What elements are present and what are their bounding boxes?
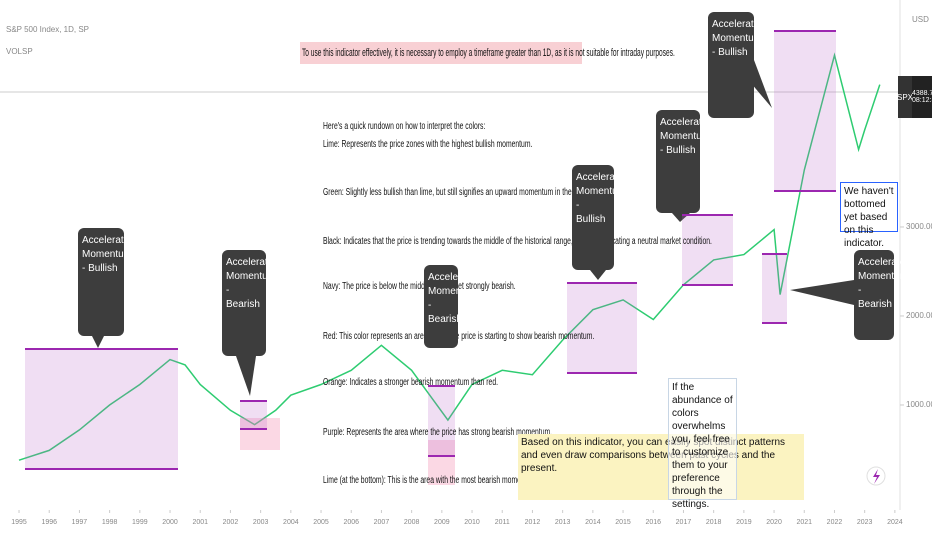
x-tick-label: 2021	[796, 519, 812, 526]
callout: Accelerated Momentum - Bearish	[424, 265, 458, 348]
x-tick-label: 2005	[313, 519, 329, 526]
pointer	[92, 336, 104, 348]
zone	[682, 214, 733, 286]
y-tick-label: 1000.00	[906, 400, 932, 409]
x-tick-label: 2007	[374, 519, 390, 526]
zone	[25, 348, 178, 470]
rundown-line: Lime: Represents the price zones with th…	[323, 139, 533, 150]
x-tick-label: 2010	[464, 519, 480, 526]
x-tick-label: 1997	[72, 519, 88, 526]
zone	[240, 400, 267, 430]
x-tick-label: 2012	[525, 519, 541, 526]
rundown-line: Purple: Represents the area where the pr…	[323, 427, 553, 438]
x-tick-label: 2013	[555, 519, 571, 526]
x-tick-label: 2017	[676, 519, 692, 526]
zone	[428, 385, 455, 457]
x-tick-label: 2024	[887, 519, 903, 526]
symbol: S&P 500 Index, 1D, SP	[6, 25, 89, 34]
x-tick-label: 2008	[404, 519, 420, 526]
callout: Accelerated Momentum - Bullish	[656, 110, 713, 213]
x-tick-label: 2006	[343, 519, 359, 526]
x-tick-label: 2009	[434, 519, 450, 526]
price-tag: SPX 4388.72 08:12:30	[897, 76, 932, 118]
x-tick-label: 2020	[766, 519, 782, 526]
x-tick-label: 2014	[585, 519, 601, 526]
colors-note: If the abundance of colors overwhelms yo…	[668, 378, 737, 510]
rundown-line: Here's a quick rundown on how to interpr…	[323, 121, 486, 132]
zone	[567, 282, 637, 374]
x-tick-label: 1999	[132, 519, 148, 526]
patterns-note: Based on this indicator, you can easily …	[518, 434, 804, 500]
rundown-line: Orange: Indicates a stronger bearish mom…	[323, 377, 499, 388]
x-tick-label: 2022	[827, 519, 843, 526]
x-tick-label: 2011	[495, 519, 510, 526]
rundown-line: Navy: The price is below the middle but …	[323, 281, 516, 292]
pointer	[790, 280, 854, 305]
bottom-note: We haven't bottomed yet based on this in…	[840, 182, 898, 249]
x-tick-label: 2001	[192, 519, 208, 526]
lightning-glyph	[873, 469, 880, 484]
zone-highlight	[240, 418, 280, 450]
indicator: VOLSP	[6, 47, 33, 56]
x-tick-label: 2019	[736, 519, 752, 526]
rundown-line: Black: Indicates that the price is trend…	[323, 236, 712, 247]
rundown-line: Red: This color represents an area where…	[323, 331, 595, 342]
zone	[762, 253, 787, 324]
x-tick-label: 2004	[283, 519, 299, 526]
x-tick-label: 1998	[102, 519, 118, 526]
x-tick-label: 2015	[615, 519, 631, 526]
callout: Accelerated Momentum - Bearish	[854, 250, 911, 340]
pointer	[590, 270, 606, 280]
price: 4388.72	[912, 90, 932, 97]
price-symbol: SPX	[897, 76, 913, 118]
callout: Accelerated Momentum - Bullish	[78, 228, 135, 336]
x-tick-label: 1996	[41, 519, 57, 526]
callout: Accelerated Momentum - Bullish	[572, 165, 629, 270]
x-tick-label: 2018	[706, 519, 722, 526]
x-tick-label: 2000	[162, 519, 178, 526]
price-time: 08:12:30	[912, 97, 932, 104]
x-tick-label: 2016	[645, 519, 661, 526]
banner: To use this indicator effectively, it is…	[302, 47, 675, 59]
x-tick-label: 1995	[11, 519, 27, 526]
callout: Accelerated Momentum - Bearish	[222, 250, 279, 356]
currency: USD	[912, 15, 929, 24]
y-tick-label: 2000.00	[906, 311, 932, 320]
banner-bg	[300, 42, 582, 64]
zone-highlight	[428, 440, 455, 485]
x-tick-label: 2002	[223, 519, 239, 526]
pointer	[236, 356, 256, 396]
rundown-line: Green: Slightly less bullish than lime, …	[323, 187, 591, 198]
x-tick-label: 2003	[253, 519, 269, 526]
rundown-line: Lime (at the bottom): This is the area w…	[323, 475, 538, 486]
price-values: 4388.72 08:12:30	[912, 76, 932, 118]
y-tick-label: 3000.00	[906, 222, 932, 231]
callout: Accelerated Momentum - Bullish	[708, 12, 765, 118]
x-tick-label: 2023	[857, 519, 873, 526]
price-line-series	[18, 52, 881, 461]
zone	[774, 30, 836, 192]
